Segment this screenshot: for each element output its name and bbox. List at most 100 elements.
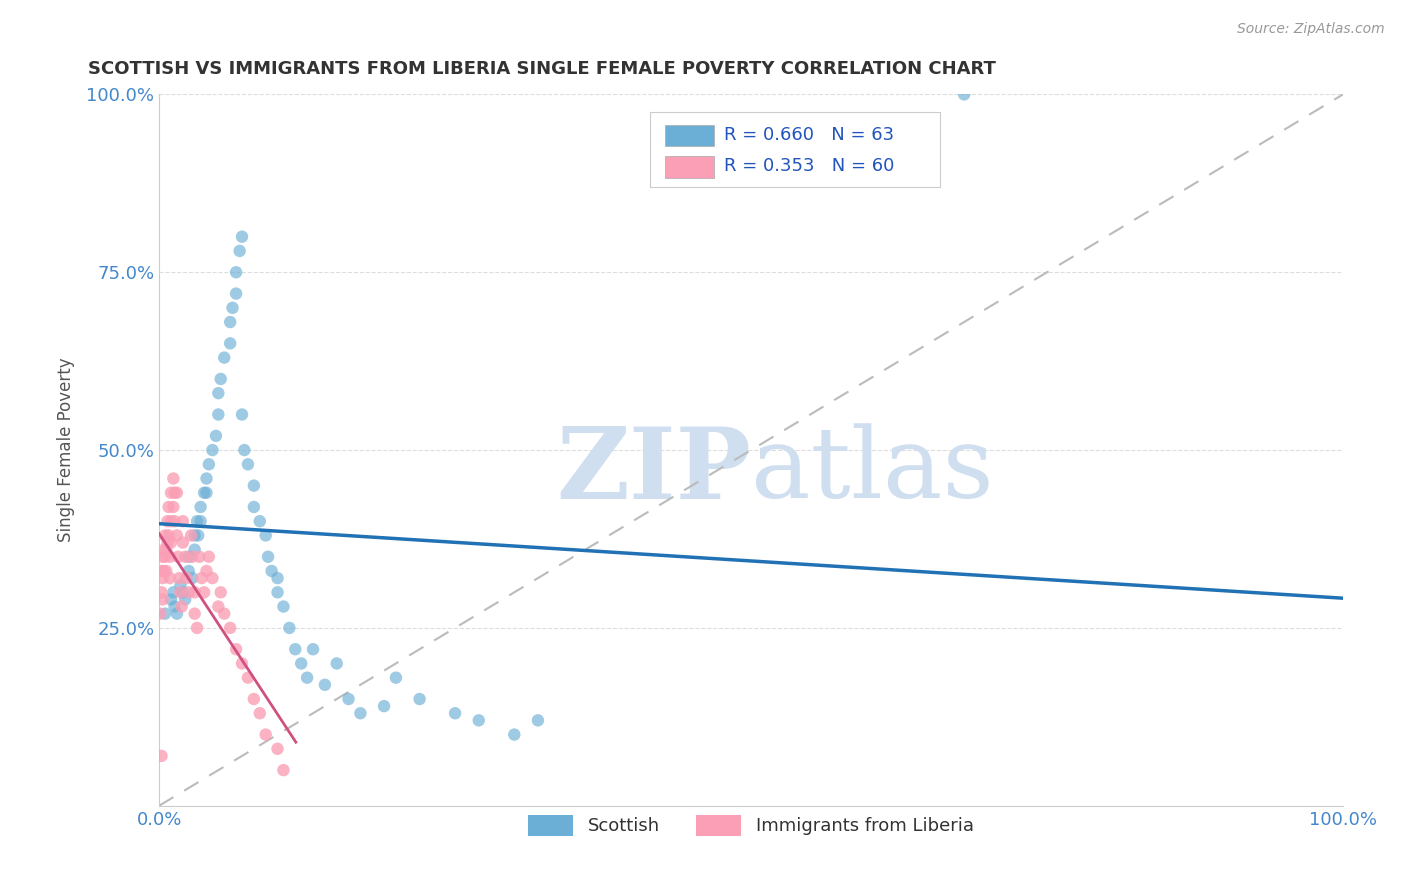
- Point: [159, 549, 181, 564]
- Point: [156, 535, 179, 549]
- Point: [153, 542, 176, 557]
- Point: [444, 706, 467, 721]
- Point: [174, 549, 197, 564]
- Point: [337, 692, 360, 706]
- Point: [157, 500, 180, 514]
- Point: [219, 315, 242, 329]
- Point: [249, 706, 271, 721]
- Point: [162, 471, 184, 485]
- Point: [177, 564, 200, 578]
- Point: [214, 607, 236, 621]
- Point: [266, 571, 288, 585]
- Point: [219, 336, 242, 351]
- Point: [290, 657, 312, 671]
- Point: [172, 514, 194, 528]
- Point: [295, 671, 318, 685]
- Point: [172, 535, 194, 549]
- Point: [207, 599, 229, 614]
- Point: [167, 549, 190, 564]
- Point: [174, 592, 197, 607]
- Point: [156, 514, 179, 528]
- Point: [166, 528, 188, 542]
- Point: [243, 692, 266, 706]
- Point: [236, 671, 259, 685]
- Point: [170, 599, 193, 614]
- Point: [273, 763, 295, 777]
- Point: [408, 692, 430, 706]
- Point: [243, 478, 266, 492]
- Point: [186, 621, 208, 635]
- Point: [207, 386, 229, 401]
- Point: [195, 485, 218, 500]
- Point: [207, 408, 229, 422]
- Point: [160, 592, 183, 607]
- Point: [225, 265, 247, 279]
- Point: [183, 528, 205, 542]
- Point: [162, 500, 184, 514]
- Text: R = 0.353   N = 60: R = 0.353 N = 60: [724, 157, 894, 175]
- Bar: [665, 125, 714, 146]
- Point: [302, 642, 325, 657]
- Point: [225, 286, 247, 301]
- Point: [198, 458, 221, 472]
- Point: [172, 585, 194, 599]
- Point: [177, 549, 200, 564]
- Point: [325, 657, 347, 671]
- Point: [160, 485, 183, 500]
- Point: [166, 485, 188, 500]
- Point: [273, 599, 295, 614]
- Point: [157, 528, 180, 542]
- Point: [249, 514, 271, 528]
- Point: [228, 244, 250, 258]
- Point: [201, 443, 224, 458]
- Point: [266, 585, 288, 599]
- Point: [160, 535, 183, 549]
- Point: [150, 748, 173, 763]
- Point: [160, 514, 183, 528]
- Point: [260, 564, 283, 578]
- Point: [169, 578, 191, 592]
- Point: [349, 706, 371, 721]
- Point: [169, 585, 191, 599]
- Text: atlas: atlas: [751, 424, 994, 519]
- Point: [214, 351, 236, 365]
- Point: [153, 564, 176, 578]
- Point: [231, 229, 253, 244]
- Point: [149, 607, 172, 621]
- Point: [468, 714, 491, 728]
- Point: [503, 728, 526, 742]
- Point: [183, 585, 205, 599]
- Point: [153, 528, 176, 542]
- Point: [201, 571, 224, 585]
- Point: [219, 621, 242, 635]
- Point: [254, 728, 277, 742]
- Point: [527, 714, 550, 728]
- Point: [233, 443, 256, 458]
- Point: [225, 642, 247, 657]
- Point: [152, 571, 174, 585]
- Point: [153, 607, 176, 621]
- Point: [236, 458, 259, 472]
- Text: ZIP: ZIP: [557, 423, 751, 520]
- Point: [209, 585, 232, 599]
- Point: [195, 564, 218, 578]
- Text: SCOTTISH VS IMMIGRANTS FROM LIBERIA SINGLE FEMALE POVERTY CORRELATION CHART: SCOTTISH VS IMMIGRANTS FROM LIBERIA SING…: [89, 60, 995, 78]
- Point: [153, 549, 176, 564]
- Point: [187, 528, 209, 542]
- Point: [180, 528, 202, 542]
- Text: R = 0.660   N = 63: R = 0.660 N = 63: [724, 126, 894, 144]
- Point: [163, 599, 186, 614]
- Point: [190, 500, 212, 514]
- Point: [278, 621, 301, 635]
- Point: [155, 564, 177, 578]
- Point: [183, 607, 205, 621]
- Point: [221, 301, 243, 315]
- Bar: [665, 156, 714, 178]
- Point: [181, 571, 204, 585]
- Point: [193, 585, 215, 599]
- Point: [205, 429, 228, 443]
- Y-axis label: Single Female Poverty: Single Female Poverty: [58, 358, 75, 542]
- Point: [169, 571, 191, 585]
- Point: [150, 564, 173, 578]
- Point: [186, 514, 208, 528]
